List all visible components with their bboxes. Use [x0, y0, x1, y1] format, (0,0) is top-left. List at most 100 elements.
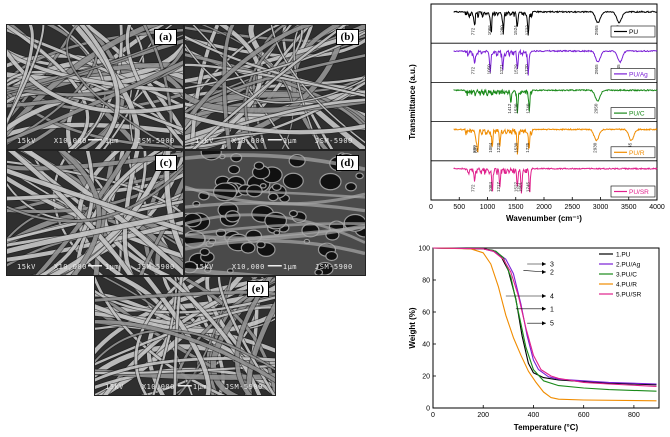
sem-fiber	[185, 222, 365, 237]
scale-bar	[177, 385, 192, 387]
annotation-label: 2	[550, 270, 554, 277]
peak-label: 1280	[499, 25, 504, 36]
x-axis-label: Temperature (°C)	[514, 423, 579, 432]
sem-info-bar: 15kV X10,000 1μm JSM-5900	[195, 137, 365, 145]
sem-fiber	[246, 301, 275, 395]
magnification-text: X10,000	[53, 263, 87, 271]
y-tick-label: 80	[422, 278, 430, 285]
sem-pore	[271, 183, 282, 191]
scale-bar	[267, 265, 282, 267]
x-axis-label: Wavenumber (cm⁻¹)	[506, 214, 582, 223]
sem-fiber	[95, 306, 275, 366]
sem-fiber	[173, 277, 183, 395]
sem-fiber	[7, 163, 183, 214]
sem-info-bar: 15kV X10,000 1μm JSM-5900	[105, 383, 275, 391]
sem-pore	[267, 192, 279, 202]
instrument-text: JSM-5900	[225, 383, 263, 391]
sem-info-bar: 15kV X10,000 1μm JSM-5900	[195, 263, 365, 271]
legend-label: PU/C	[629, 111, 645, 118]
sem-fiber	[39, 151, 94, 275]
sem-fiber	[185, 63, 365, 97]
sem-pore	[319, 172, 342, 191]
plot-frame	[432, 247, 660, 409]
sem-pore	[282, 172, 304, 190]
peak-label: 1722	[524, 25, 529, 36]
sem-pore	[314, 268, 324, 275]
scale-bar	[87, 265, 102, 267]
y-tick-label: 60	[422, 310, 430, 317]
sem-info-bar: 15kV X10,000 1μm JSM-5900	[17, 263, 183, 271]
peak-label: 772	[471, 66, 476, 74]
legend-label: PU/R	[629, 150, 645, 157]
magnification-text: X10,000	[53, 137, 87, 145]
spectrum-pu-c	[453, 88, 658, 114]
sem-micrograph	[7, 151, 183, 275]
sem-fiber	[185, 239, 365, 256]
voltage-text: 15kV	[17, 137, 36, 145]
peak-label: 2950	[594, 103, 599, 114]
x-tick-label: 0	[431, 412, 435, 419]
legend-label: 2.PU/Ag	[616, 262, 641, 269]
y-tick-label: 40	[422, 342, 430, 349]
peak-label: 1530	[513, 103, 518, 114]
sem-fiber	[185, 223, 365, 241]
sem-pore	[240, 242, 256, 254]
peak-label: 1217	[496, 181, 501, 192]
instrument-text: JSM-5900	[315, 263, 353, 271]
peak-label: 1527	[513, 181, 518, 192]
sem-info-bar: 15kV X10,000 1μm JSM-5900	[17, 137, 183, 145]
peak-label: 1220	[496, 142, 501, 153]
sem-fiber	[7, 151, 133, 275]
peak-label: 1740	[525, 103, 530, 114]
panel-label: (e)	[246, 281, 269, 297]
tga-curve-5-pu-sr	[432, 247, 657, 387]
sem-micrograph	[185, 25, 365, 149]
peak-label: 1529	[513, 64, 518, 75]
sem-fiber	[185, 98, 365, 145]
spectrum-pu	[453, 10, 658, 36]
tga-curve-3-pu-c	[432, 247, 657, 392]
scale-bar-text: 1μm	[282, 137, 298, 145]
annotation-label: 1	[550, 306, 554, 313]
panel-label: (a)	[154, 29, 177, 45]
sem-fiber	[7, 25, 159, 136]
sem-fiber	[7, 122, 183, 138]
y-tick-label: 100	[418, 246, 430, 253]
x-tick-label: 500	[453, 204, 465, 211]
panel-label: (c)	[154, 155, 177, 171]
peak-label: 800	[472, 145, 477, 153]
sem-fiber	[185, 213, 365, 244]
y-axis-label: Weight (%)	[408, 307, 417, 349]
arrow-head	[542, 270, 546, 274]
tga-curve-1-pu	[432, 247, 657, 386]
tga-curve-4-pu-r	[432, 247, 657, 402]
peak-label: 1084	[488, 142, 493, 153]
arrow-head	[542, 306, 546, 311]
scale-bar	[87, 139, 102, 141]
legend-label: PU	[629, 29, 638, 36]
sem-fiber	[95, 319, 275, 383]
sem-fiber	[71, 25, 140, 149]
sem-panel-e: (e) 15kV X10,000 1μm JSM-5900	[94, 276, 276, 396]
x-tick-label: 1000	[480, 204, 496, 211]
arrow-head	[542, 262, 546, 266]
peak-label: 1066	[487, 25, 492, 36]
magnification-text: X10,000	[231, 263, 265, 271]
instrument-text: JSM-5900	[137, 137, 175, 145]
legend-box	[610, 68, 656, 80]
sem-micrograph	[95, 277, 275, 395]
legend-label: 4.PU/R	[616, 282, 637, 289]
peak-label: 2955	[594, 25, 599, 36]
annotation-label: 3	[550, 262, 554, 269]
sem-fiber	[185, 185, 365, 206]
sem-pore	[227, 164, 241, 175]
sem-fiber	[185, 267, 275, 275]
peak-label: 1084	[488, 181, 493, 192]
legend-label: PU/Ag	[629, 71, 648, 78]
magnification-text: X10,000	[141, 383, 175, 391]
peak-label: 827	[474, 145, 479, 153]
legend-box	[610, 107, 656, 119]
peak-label: 772	[471, 184, 476, 192]
sem-fiber	[217, 277, 275, 395]
sem-fiber	[7, 25, 45, 124]
